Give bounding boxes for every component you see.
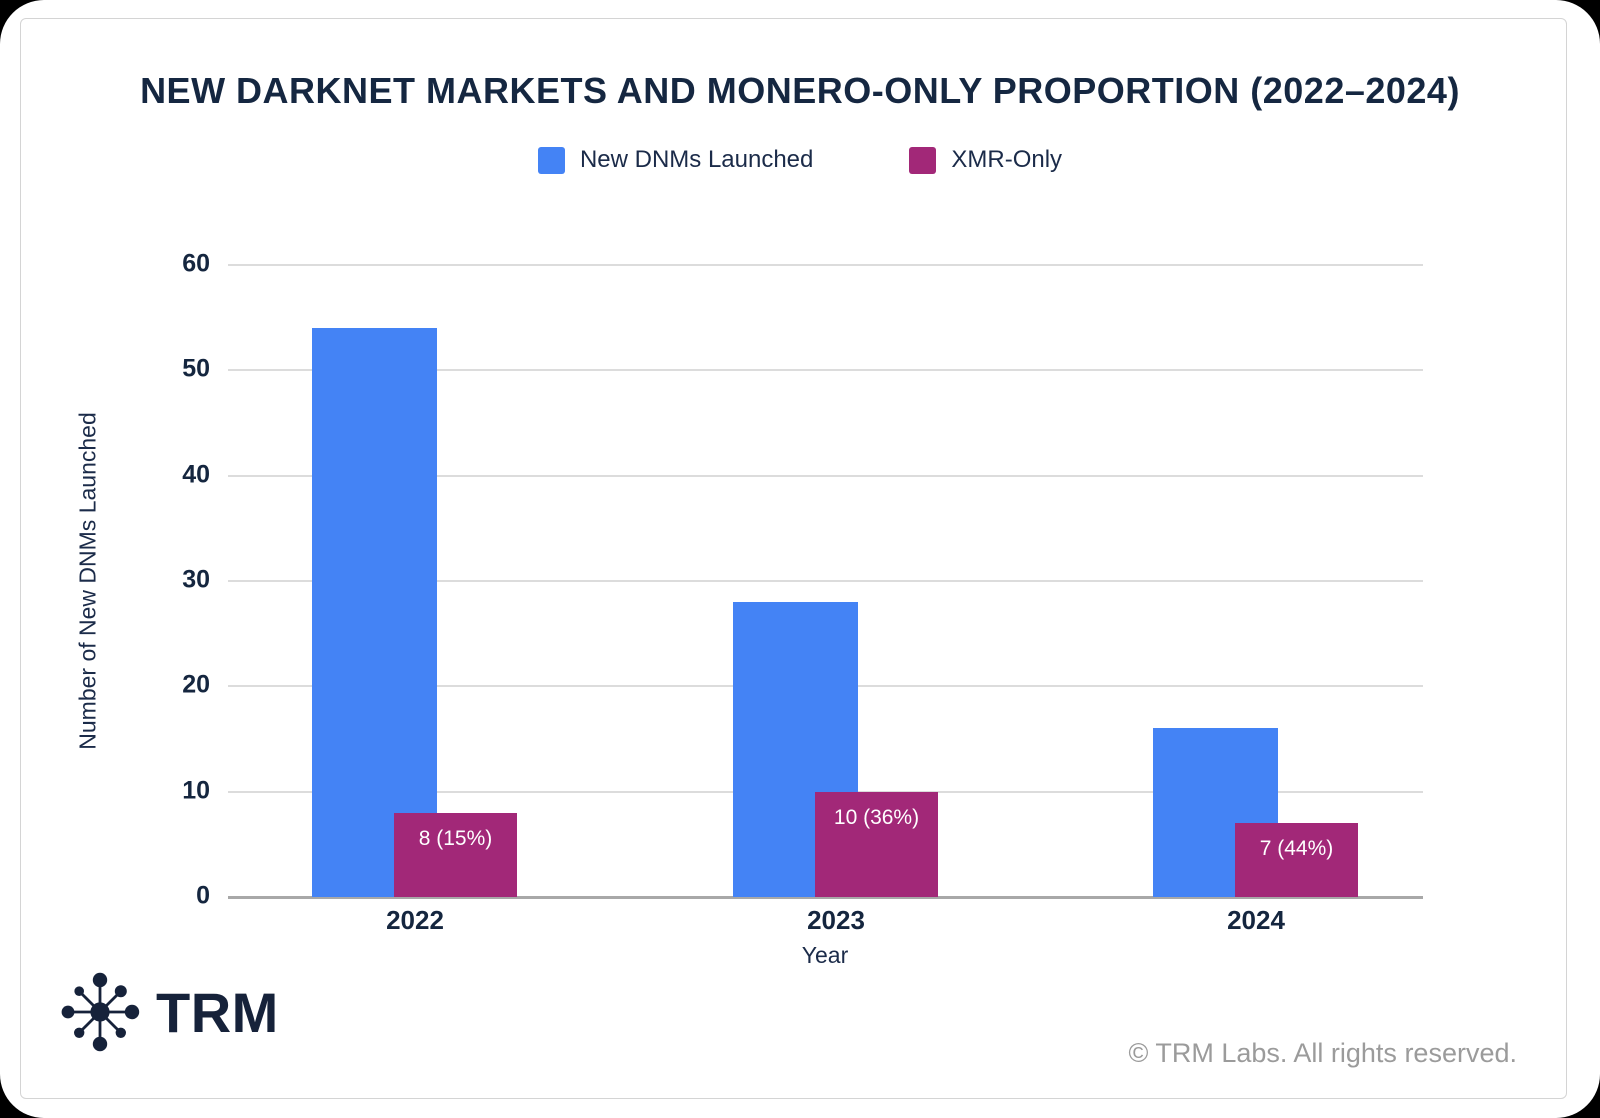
chart-title: NEW DARKNET MARKETS AND MONERO-ONLY PROP… (140, 70, 1460, 111)
chart-legend: New DNMs Launched XMR-Only (0, 146, 1600, 174)
bar-value-label-2023: 10 (36%) (833, 805, 920, 829)
x-axis-title: Year (801, 942, 849, 968)
legend-label-xmr-only: XMR-Only (951, 146, 1063, 173)
x-axis-line (228, 896, 1423, 899)
bar-value-label-2024: 7 (44%) (1259, 837, 1334, 861)
x-tick-label-2022: 2022 (386, 905, 444, 935)
hub-spoke-network-icon (61, 972, 140, 1052)
gridline-y30 (228, 580, 1423, 582)
bar-new-dnms-2022 (312, 328, 437, 897)
gridline-y50 (228, 369, 1423, 372)
trm-logo-text: TRM (156, 980, 279, 1044)
x-tick-label-2023: 2023 (807, 905, 865, 935)
gridline-y60 (228, 264, 1423, 266)
y-tick-label-60: 60 (182, 249, 210, 278)
y-tick-label-0: 0 (196, 881, 210, 910)
y-tick-label-40: 40 (182, 459, 210, 488)
legend-label-new-dnms: New DNMs Launched (579, 146, 814, 173)
y-tick-label-50: 50 (182, 354, 210, 383)
legend-item-new-dnms: New DNMs Launched (537, 146, 814, 174)
copyright-text: © TRM Labs. All rights reserved. (1128, 1038, 1517, 1068)
bar-xmr-only-2022 (394, 812, 517, 897)
gridline-y40 (228, 474, 1423, 477)
x-tick-label-2024: 2024 (1227, 905, 1285, 935)
y-axis-title: Number of New DNMs Launched (74, 412, 101, 750)
legend-swatch-new-dnms (537, 146, 565, 174)
bar-xmr-only-2024 (1235, 823, 1358, 897)
legend-item-xmr-only: XMR-Only (909, 146, 1062, 174)
legend-swatch-xmr-only (909, 146, 937, 174)
y-tick-label-10: 10 (182, 775, 210, 804)
bar-xmr-only-2023 (815, 791, 938, 897)
trm-logo: TRM (60, 972, 279, 1052)
chart-card (20, 18, 1567, 1099)
bar-value-label-2022: 8 (15%) (418, 826, 493, 850)
y-tick-label-30: 30 (182, 565, 210, 594)
y-tick-label-20: 20 (182, 670, 210, 699)
